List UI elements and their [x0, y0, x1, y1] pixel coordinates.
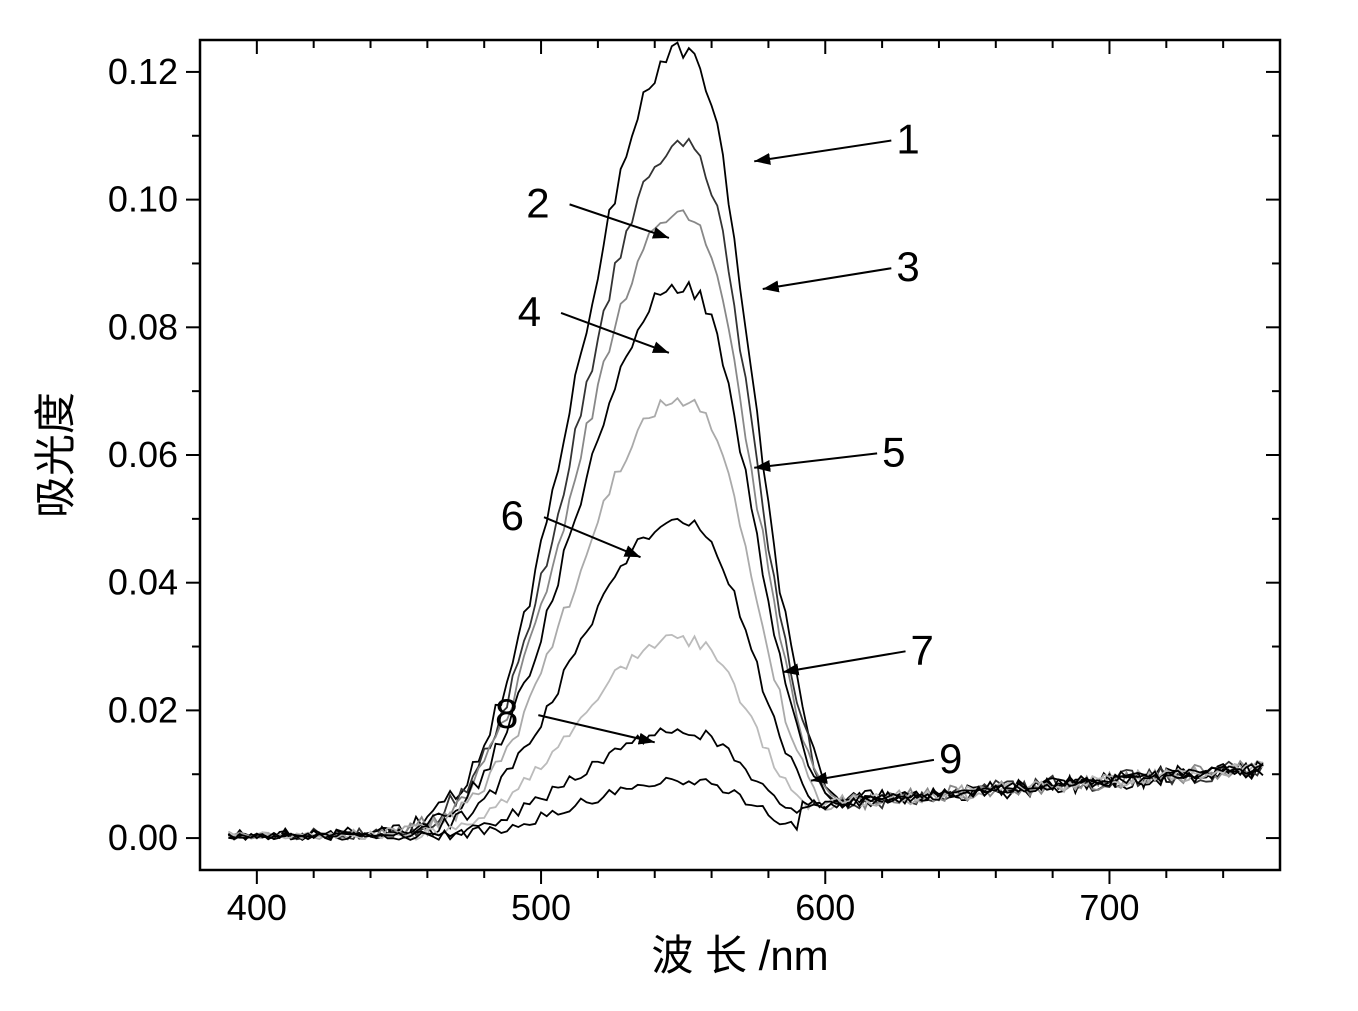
chart-container: 400 500 600 700 0.00 0.02 0.04 0.06 0.08 0.10 0.12… [0, 0, 1358, 1011]
svg-text:400: 400 [227, 887, 287, 928]
svg-text:8: 8 [495, 690, 518, 737]
svg-text:0.00: 0.00 [108, 817, 178, 858]
svg-text:600: 600 [795, 887, 855, 928]
svg-text:700: 700 [1079, 887, 1139, 928]
svg-text:0.12: 0.12 [108, 51, 178, 92]
svg-text:波 长 /nm: 波 长 /nm [651, 932, 828, 979]
svg-text:吸光度: 吸光度 [32, 392, 79, 518]
svg-text:0.10: 0.10 [108, 179, 178, 220]
svg-text:0.04: 0.04 [108, 562, 178, 603]
svg-text:3: 3 [896, 243, 919, 290]
svg-text:6: 6 [501, 492, 524, 539]
spectrum-chart: 400 500 600 700 0.00 0.02 0.04 0.06 0.08 0.10 0.12… [0, 0, 1358, 1011]
svg-text:5: 5 [882, 428, 905, 475]
svg-text:7: 7 [911, 626, 934, 673]
svg-text:500: 500 [511, 887, 571, 928]
svg-text:0.08: 0.08 [108, 306, 178, 347]
svg-text:0.06: 0.06 [108, 434, 178, 475]
svg-text:2: 2 [526, 179, 549, 226]
svg-text:1: 1 [896, 116, 919, 163]
svg-text:4: 4 [518, 288, 541, 335]
svg-text:0.02: 0.02 [108, 689, 178, 730]
svg-text:9: 9 [939, 735, 962, 782]
